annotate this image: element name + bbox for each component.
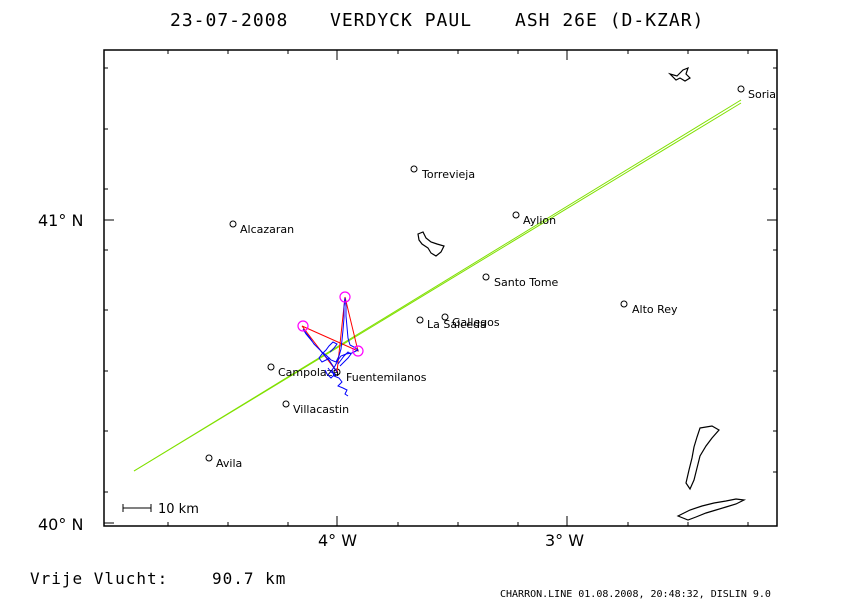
town-marker [416,316,424,324]
lat-label-40: 40° N [38,515,83,534]
town-marker [482,273,490,281]
town-alcazaran: Alcazaran [229,220,294,236]
town-marker [737,85,745,93]
turnpoint-3 [339,291,351,303]
scale-bar-label: 10 km [158,502,199,517]
town-marker [229,220,237,228]
track-segment [318,341,338,363]
flight-distance: 90.7 km [212,569,286,588]
track-segment [337,344,359,361]
track-segment [331,359,349,397]
reservoir-south [676,498,747,521]
track-segment [302,328,338,373]
turnpoint-2 [352,345,364,357]
town-label: Torrevieja [421,168,475,181]
town-campolaza: Campolaza [267,363,339,379]
town-santo-tome: Santo Tome [482,273,559,289]
town-label: Campolaza [278,366,339,379]
town-la-salceda: La Salceda [416,316,487,331]
flight-track [302,297,359,397]
town-label: Fuentemilanos [346,371,427,384]
town-marker [267,363,275,371]
town-label: Gallegos [452,316,500,329]
track-segment [324,367,336,379]
town-marker [282,400,290,408]
track-segment [337,351,352,367]
towns: Soria Torrevieja Aylion Alcazaran Santo … [205,85,776,470]
lon-label-3w: 3° W [545,531,584,550]
title-pilot: VERDYCK PAUL [330,10,472,31]
town-label: Villacastin [293,403,349,416]
town-alto-rey: Alto Rey [620,300,678,316]
reservoir-center [417,231,445,257]
reservoir-southeast [685,425,720,491]
lat-label-41: 41° N [38,211,83,230]
town-marker [620,300,628,308]
town-label: Alcazaran [240,223,294,236]
town-label: Santo Tome [494,276,559,289]
reservoir-north [667,66,691,82]
town-villacastin: Villacastin [282,400,349,416]
town-marker [512,211,520,219]
software-stamp: CHARRON.LINE 01.08.2008, 20:48:32, DISLI… [500,589,771,600]
turnpoints [297,291,364,357]
town-label: Soria [748,88,776,101]
corridor-line-2 [133,99,742,472]
frame-ticks [104,50,777,526]
town-soria: Soria [737,85,776,101]
town-label: Alto Rey [632,303,678,316]
town-torrevieja: Torrevieja [410,165,475,181]
town-aylion: Aylion [512,211,556,227]
map-frame [103,49,778,527]
title-glider: ASH 26E (D-KZAR) [515,10,704,31]
town-marker [410,165,418,173]
town-label: La Salceda [427,318,487,331]
town-label: Aylion [523,214,556,227]
flight-corridor [133,99,742,472]
water-outlines [417,66,747,521]
town-avila: Avila [205,454,242,470]
town-marker [205,454,213,462]
turnpoint-1 [297,320,309,332]
town-gallegos: Gallegos [441,313,500,329]
task-triangle [301,296,359,373]
town-label: Avila [216,457,242,470]
town-fuentemilanos: Fuentemilanos [333,368,427,384]
task-leg [301,296,359,373]
town-marker [441,313,449,321]
track-segment [335,297,351,363]
lon-label-4w: 4° W [318,531,357,550]
title-date: 23-07-2008 [170,10,288,31]
flight-type-label: Vrije Vlucht: [30,569,168,588]
scale-bar [122,504,152,512]
